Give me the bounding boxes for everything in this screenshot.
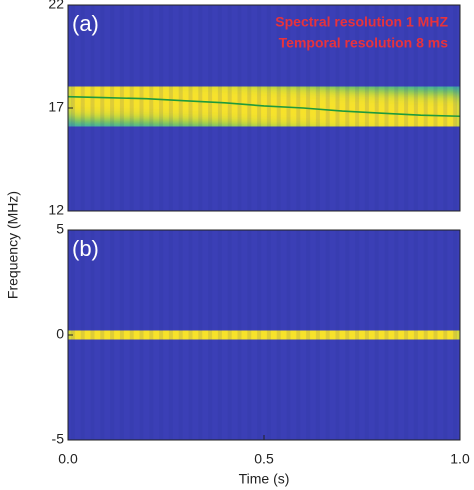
- y-tick-label: 17: [48, 99, 64, 115]
- stripe: [345, 5, 350, 211]
- stripe: [149, 5, 154, 211]
- stripe: [374, 230, 379, 440]
- stripe: [247, 230, 252, 440]
- stripe: [208, 5, 213, 211]
- stripe: [433, 5, 438, 211]
- stripe: [217, 5, 222, 211]
- stripe: [80, 230, 85, 440]
- stripe: [188, 230, 193, 440]
- stripe: [443, 5, 448, 211]
- stripe: [325, 230, 330, 440]
- stripe: [266, 5, 271, 211]
- stripe: [423, 230, 428, 440]
- stripe: [110, 5, 115, 211]
- stripe: [90, 5, 95, 211]
- stripe: [129, 5, 134, 211]
- stripe: [315, 230, 320, 440]
- plot-area: [68, 230, 460, 440]
- y-tick-label: 12: [48, 202, 64, 218]
- stripe: [394, 5, 399, 211]
- y-tick-label: -5: [52, 431, 65, 447]
- stripe: [227, 5, 232, 211]
- stripe: [355, 5, 360, 211]
- stripe: [276, 5, 281, 211]
- stripe: [198, 230, 203, 440]
- stripe: [178, 5, 183, 211]
- stripe: [384, 5, 389, 211]
- stripe: [413, 230, 418, 440]
- stripe: [453, 230, 458, 440]
- stripe: [453, 5, 458, 211]
- stripe: [237, 5, 242, 211]
- stripe: [443, 230, 448, 440]
- stripe: [266, 230, 271, 440]
- panel-label: (b): [72, 236, 99, 261]
- stripe: [237, 230, 242, 440]
- stripe: [90, 230, 95, 440]
- fit-line: [68, 95, 460, 118]
- stripe: [286, 230, 291, 440]
- stripe: [257, 230, 262, 440]
- stripe: [149, 230, 154, 440]
- stripe: [227, 230, 232, 440]
- stripe: [178, 230, 183, 440]
- stripe: [364, 5, 369, 211]
- y-axis-label: Frequency (MHz): [5, 191, 21, 299]
- stripe: [80, 5, 85, 211]
- stripe: [119, 5, 124, 211]
- stripe: [110, 230, 115, 440]
- stripe: [198, 5, 203, 211]
- band: [68, 316, 460, 354]
- stripe: [119, 230, 124, 440]
- stripe: [325, 5, 330, 211]
- stripe: [159, 230, 164, 440]
- stripe: [257, 5, 262, 211]
- stripe: [159, 5, 164, 211]
- y-tick-label: 5: [56, 221, 64, 237]
- stripe: [296, 230, 301, 440]
- stripe: [168, 5, 173, 211]
- x-tick-label: 0.0: [58, 451, 78, 467]
- stripe: [306, 230, 311, 440]
- stripe: [423, 5, 428, 211]
- stripe: [404, 5, 409, 211]
- stripe: [188, 5, 193, 211]
- stripe: [247, 5, 252, 211]
- stripe: [168, 230, 173, 440]
- x-tick-label: 1.0: [450, 451, 470, 467]
- plot-area: [68, 5, 460, 211]
- stripe: [384, 230, 389, 440]
- x-axis-label: Time (s): [239, 471, 290, 487]
- stripe: [374, 5, 379, 211]
- stripe: [100, 5, 105, 211]
- annotation: Spectral resolution 1 MHZ: [275, 14, 448, 30]
- stripe: [100, 230, 105, 440]
- stripe: [129, 230, 134, 440]
- stripe: [413, 5, 418, 211]
- stripe: [345, 230, 350, 440]
- stripe: [364, 230, 369, 440]
- y-tick-label: 22: [48, 0, 64, 12]
- stripe: [315, 5, 320, 211]
- stripe: [433, 230, 438, 440]
- stripe: [335, 5, 340, 211]
- stripe: [276, 230, 281, 440]
- stripe: [139, 230, 144, 440]
- stripe: [394, 230, 399, 440]
- panel-label: (a): [72, 11, 99, 36]
- stripe: [355, 230, 360, 440]
- stripe: [217, 230, 222, 440]
- x-tick-label: 0.5: [254, 451, 274, 467]
- annotation: Temporal resolution 8 ms: [279, 35, 449, 51]
- y-tick-label: 0: [56, 326, 64, 342]
- stripe: [139, 5, 144, 211]
- stripe: [404, 230, 409, 440]
- stripe: [335, 230, 340, 440]
- stripe: [208, 230, 213, 440]
